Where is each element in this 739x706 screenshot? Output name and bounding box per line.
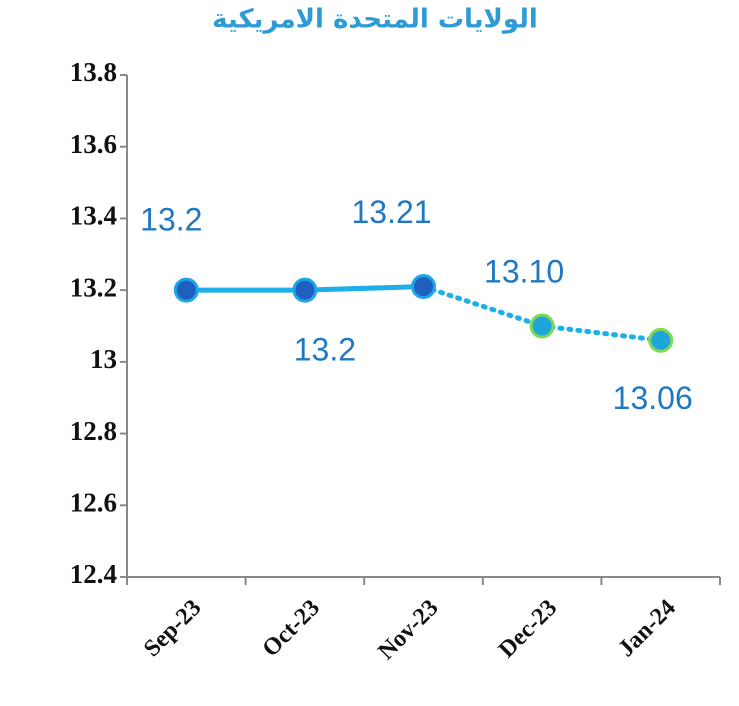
line-segment bbox=[302, 284, 426, 293]
marker bbox=[648, 327, 674, 353]
y-tick-label: 13.4 bbox=[70, 201, 117, 231]
x-tick-label: Dec-23 bbox=[494, 595, 562, 663]
marker bbox=[529, 313, 555, 339]
x-tick-label: Oct-23 bbox=[258, 595, 325, 662]
data-label: 13.2 bbox=[294, 332, 356, 368]
marker bbox=[411, 274, 436, 300]
marker bbox=[173, 277, 199, 303]
marker bbox=[292, 277, 318, 303]
y-tick-label: 13.6 bbox=[70, 129, 117, 159]
line-segment bbox=[539, 323, 664, 343]
line-segment bbox=[421, 284, 545, 329]
x-tick-label: Nov-23 bbox=[373, 595, 443, 665]
y-tick-label: 13.2 bbox=[70, 272, 117, 302]
data-label: 13.21 bbox=[351, 194, 431, 230]
x-tick-label: Sep-23 bbox=[139, 595, 206, 662]
data-label: 13.06 bbox=[613, 380, 693, 416]
y-tick-label: 13.8 bbox=[70, 57, 117, 87]
chart-title: الولايات المتحدة الامريكية bbox=[212, 5, 538, 35]
data-label: 13.10 bbox=[484, 253, 564, 289]
y-tick-label: 13 bbox=[90, 344, 117, 374]
data-label: 13.2 bbox=[140, 202, 202, 238]
y-tick-label: 12.4 bbox=[70, 559, 117, 589]
y-tick-label: 12.6 bbox=[70, 487, 117, 517]
x-tick-label: Jan-24 bbox=[613, 595, 680, 662]
y-tick-label: 12.8 bbox=[70, 416, 117, 446]
